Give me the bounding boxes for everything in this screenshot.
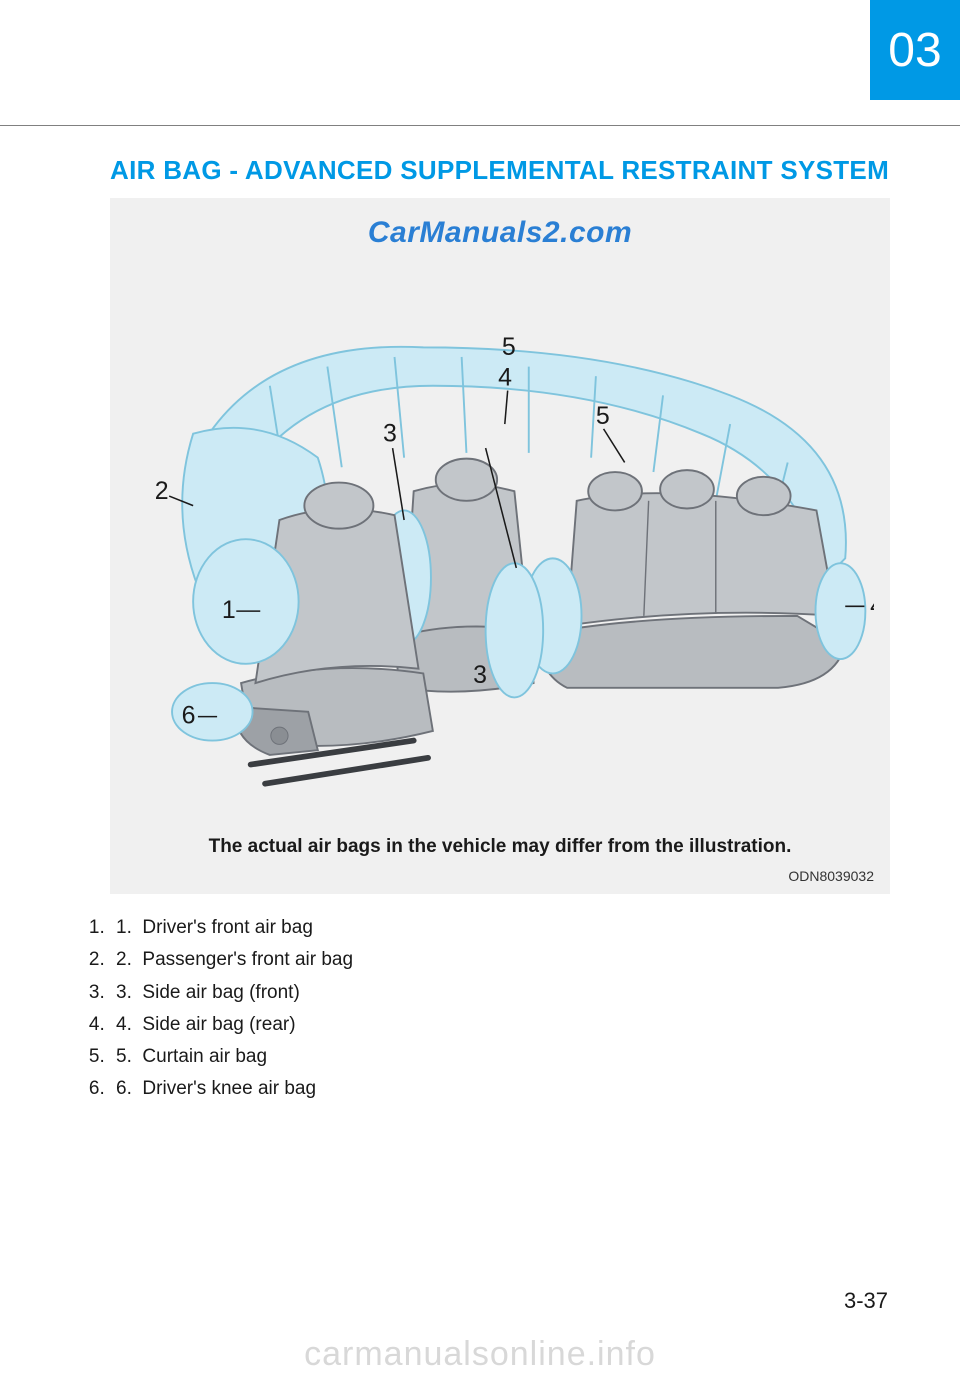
page-number: 3-37 bbox=[844, 1288, 888, 1314]
callout-2: 2 bbox=[155, 477, 169, 505]
figure-caption: The actual air bags in the vehicle may d… bbox=[126, 836, 874, 858]
legend-item: 6. Driver's knee air bag bbox=[110, 1073, 890, 1105]
footer-watermark: carmanualsonline.info bbox=[304, 1335, 656, 1374]
callout-3a: 3 bbox=[383, 419, 397, 447]
callout-3b: 3 bbox=[473, 661, 487, 689]
callout-4a: 4 bbox=[498, 364, 512, 392]
legend-item: 3. Side air bag (front) bbox=[110, 977, 890, 1009]
callout-4b: 4 bbox=[870, 592, 874, 620]
legend-item: 4. Side air bag (rear) bbox=[110, 1009, 890, 1041]
chapter-tab: 03 bbox=[870, 0, 960, 100]
page-content: AIR BAG - ADVANCED SUPPLEMENTAL RESTRAIN… bbox=[110, 155, 890, 1106]
callout-5b: 5 bbox=[596, 402, 610, 430]
airbag-svg: 1 2 3 3 4 4 5 5 6 bbox=[126, 220, 874, 820]
figure-container: CarManuals2.com bbox=[110, 198, 890, 894]
legend-item: 1. Driver's front air bag bbox=[110, 912, 890, 944]
horizontal-rule bbox=[0, 125, 960, 126]
legend-item: 5. Curtain air bag bbox=[110, 1041, 890, 1073]
callout-1: 1 bbox=[222, 596, 236, 624]
legend-item: 2. Passenger's front air bag bbox=[110, 944, 890, 976]
figure-code: ODN8039032 bbox=[126, 868, 874, 884]
airbag-illustration: 1 2 3 3 4 4 5 5 6 bbox=[126, 210, 874, 830]
callout-5a: 5 bbox=[502, 333, 516, 361]
section-title: AIR BAG - ADVANCED SUPPLEMENTAL RESTRAIN… bbox=[110, 155, 890, 186]
top-watermark: CarManuals2.com bbox=[368, 216, 632, 250]
callout-6: 6 bbox=[182, 701, 196, 729]
airbag-legend: 1. Driver's front air bag 2. Passenger's… bbox=[110, 912, 890, 1106]
